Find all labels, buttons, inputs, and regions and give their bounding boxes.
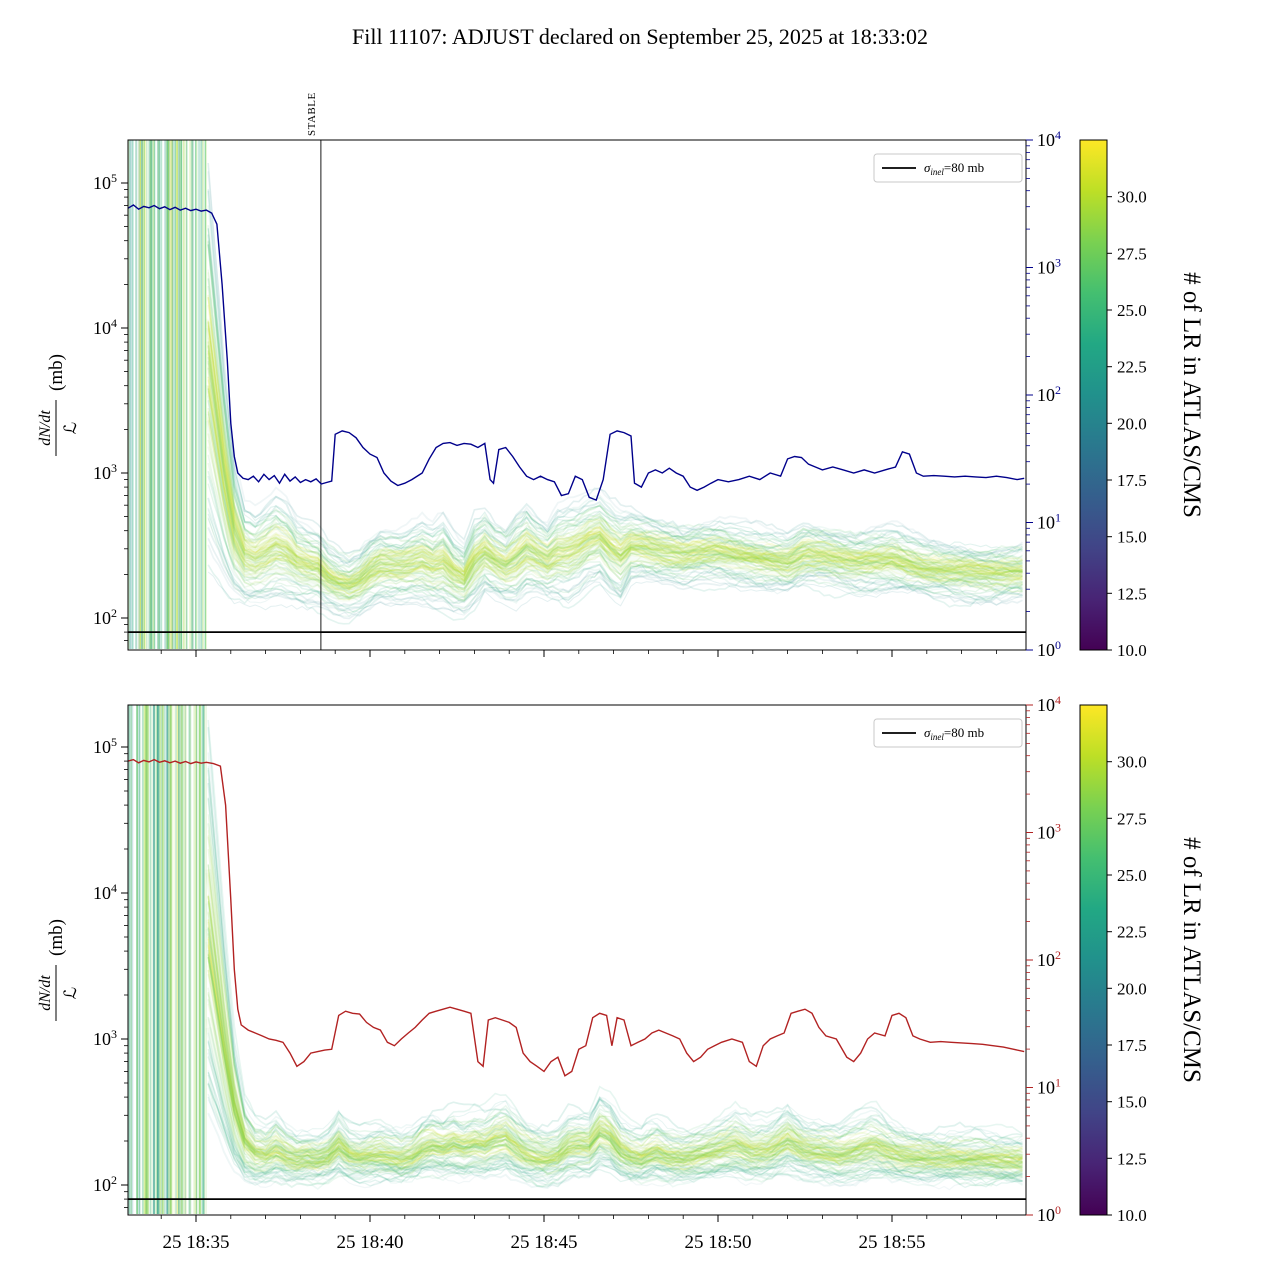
colorbar-tick-label: 10.0	[1117, 641, 1147, 660]
colorbar-label: # of LR in ATLAS/CMS	[1178, 837, 1205, 1083]
right-axis-ticks: 104 103 102 101 100	[1026, 693, 1061, 1225]
left-tick-label: 103	[93, 1027, 117, 1049]
colorbar-tick-label: 27.5	[1117, 244, 1147, 263]
x-axis-ticks	[160, 650, 997, 657]
injection-burst-traces	[128, 140, 207, 649]
plot-content	[128, 140, 1024, 649]
right-tick-label: 100	[1037, 638, 1061, 660]
colorbar-tick-label: 25.0	[1117, 301, 1147, 320]
right-axis-ticks: 104 103 102 101 100	[1026, 128, 1061, 660]
y-label-numerator: dN/dt	[37, 975, 54, 1011]
colorbar-gradient	[1079, 139, 1108, 651]
colorbar-label: # of LR in ATLAS/CMS	[1178, 272, 1205, 518]
colorbar-tick-label: 20.0	[1117, 414, 1147, 433]
colorbar-tick-label: 22.5	[1117, 923, 1147, 942]
injection-burst-traces	[128, 705, 207, 1214]
top-panel: 105 104 103 102 104 103 102 101 100 σinel=80 mb	[93, 128, 1061, 660]
x-tick-label: 25 18:40	[336, 1232, 403, 1253]
right-tick-label: 101	[1037, 511, 1061, 533]
x-tick-label: 25 18:35	[162, 1232, 229, 1253]
left-axis-ticks: 105 104 103 102	[93, 171, 128, 641]
colorbar-gradient	[1079, 704, 1108, 1216]
left-tick-label: 105	[93, 735, 117, 757]
right-tick-label: 101	[1037, 1076, 1061, 1098]
left-tick-label: 102	[93, 1173, 117, 1195]
colorbar-tick-label: 15.0	[1117, 1093, 1147, 1112]
x-tick-label: 25 18:55	[858, 1232, 925, 1253]
rate-line	[128, 204, 1025, 502]
right-tick-label: 100	[1037, 1203, 1061, 1225]
right-tick-label: 104	[1037, 693, 1061, 715]
rate-line	[128, 758, 1025, 1077]
colorbar-tick-label: 17.5	[1117, 471, 1147, 490]
y-label-unit: (mb)	[46, 354, 67, 391]
colorbar-tick-label: 10.0	[1117, 1206, 1147, 1225]
left-tick-label: 102	[93, 606, 117, 628]
y-axis-label: dN/dt ℒ (mb)	[37, 354, 80, 456]
colorbar-tick-label: 17.5	[1117, 1036, 1147, 1055]
colorbar-tick-label: 27.5	[1117, 809, 1147, 828]
right-tick-label: 102	[1037, 948, 1061, 970]
legend-box	[873, 153, 1023, 183]
x-axis-ticks: 25 18:35 25 18:40 25 18:45 25 18:50 25 18:55	[160, 1215, 997, 1253]
colorbar-tick-label: 30.0	[1117, 753, 1147, 772]
lr-traces	[205, 719, 1024, 1191]
right-tick-label: 103	[1037, 256, 1061, 278]
x-tick-label: 25 18:50	[684, 1232, 751, 1253]
stable-label: STABLE	[306, 92, 318, 136]
left-tick-label: 104	[93, 316, 117, 338]
colorbar: 30.0 27.5 25.0 22.5 20.0 17.5 15.0 12.5 10.0 # of…	[1079, 139, 1205, 660]
colorbar-tick-label: 12.5	[1117, 1149, 1147, 1168]
y-axis-label: dN/dt ℒ (mb)	[37, 919, 80, 1021]
colorbar-tick-label: 25.0	[1117, 866, 1147, 885]
colorbar-tick-label: 20.0	[1117, 979, 1147, 998]
plot-content	[128, 705, 1024, 1214]
figure-title: Fill 11107: ADJUST declared on September…	[351, 24, 929, 49]
colorbar-tick-label: 15.0	[1117, 528, 1147, 547]
left-axis-ticks: 105 104 103 102	[93, 735, 128, 1208]
y-label-denominator: ℒ	[61, 422, 80, 434]
lr-traces	[205, 162, 1024, 625]
legend-label: σinel=80 mb	[924, 725, 984, 742]
y-label-numerator: dN/dt	[37, 410, 54, 446]
x-tick-label: 25 18:45	[510, 1232, 577, 1253]
y-label-unit: (mb)	[46, 919, 67, 956]
colorbar-tick-label: 30.0	[1117, 188, 1147, 207]
right-tick-label: 103	[1037, 821, 1061, 843]
y-label-denominator: ℒ	[61, 987, 80, 999]
colorbar-tick-label: 12.5	[1117, 584, 1147, 603]
legend-label: σinel=80 mb	[924, 160, 984, 177]
right-tick-label: 104	[1037, 128, 1061, 150]
left-tick-label: 104	[93, 881, 117, 903]
left-tick-label: 103	[93, 461, 117, 483]
colorbar: 30.0 27.5 25.0 22.5 20.0 17.5 15.0 12.5 10.0 # of…	[1079, 704, 1205, 1225]
legend: σinel=80 mb	[873, 153, 1023, 183]
legend-box	[873, 718, 1023, 748]
left-tick-label: 105	[93, 171, 117, 193]
legend: σinel=80 mb	[873, 718, 1023, 748]
right-tick-label: 102	[1037, 383, 1061, 405]
colorbar-tick-label: 22.5	[1117, 358, 1147, 377]
